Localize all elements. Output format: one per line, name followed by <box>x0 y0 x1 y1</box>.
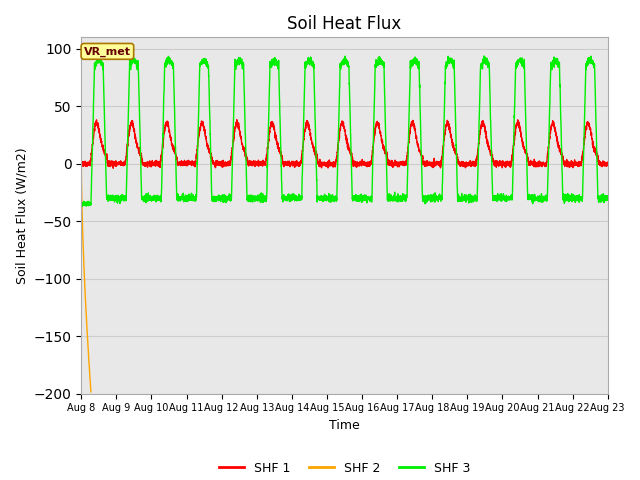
Y-axis label: Soil Heat Flux (W/m2): Soil Heat Flux (W/m2) <box>15 147 28 284</box>
SHF 1 <box>109 165 117 171</box>
SHF 1 <box>325 162 333 168</box>
SHF 1 <box>493 164 500 170</box>
SHF 3 <box>463 196 470 202</box>
SHF 3 <box>604 196 612 202</box>
Line: SHF 2: SHF 2 <box>81 158 91 392</box>
SHF 3 <box>604 197 611 203</box>
SHF 3 <box>172 168 180 173</box>
SHF 3 <box>480 53 488 59</box>
X-axis label: Time: Time <box>329 419 360 432</box>
SHF 1 <box>604 161 612 167</box>
SHF 1 <box>604 159 611 165</box>
SHF 3 <box>325 191 333 196</box>
Text: VR_met: VR_met <box>84 46 131 57</box>
Legend: SHF 1, SHF 2, SHF 3: SHF 1, SHF 2, SHF 3 <box>214 457 476 480</box>
Line: SHF 1: SHF 1 <box>81 120 608 168</box>
SHF 3 <box>493 198 500 204</box>
Title: Soil Heat Flux: Soil Heat Flux <box>287 15 402 33</box>
SHF 1 <box>77 160 85 166</box>
SHF 1 <box>433 160 441 166</box>
SHF 1 <box>233 117 241 122</box>
SHF 3 <box>77 199 85 205</box>
SHF 1 <box>172 153 180 159</box>
Line: SHF 3: SHF 3 <box>81 56 608 206</box>
SHF 2 <box>77 155 85 161</box>
SHF 1 <box>463 162 470 168</box>
SHF 3 <box>433 194 441 200</box>
SHF 3 <box>78 204 86 209</box>
